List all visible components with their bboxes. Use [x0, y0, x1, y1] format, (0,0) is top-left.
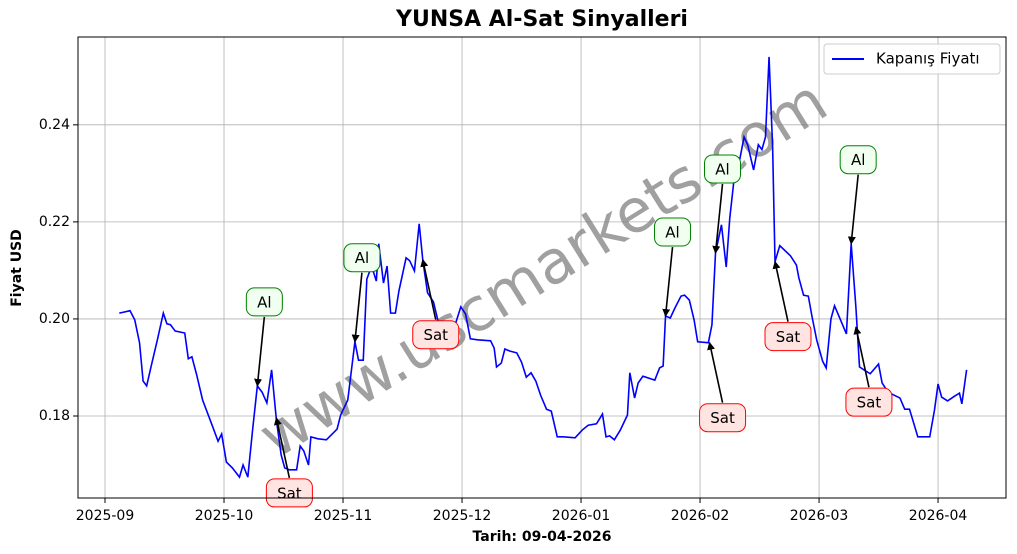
signal-box [699, 403, 747, 433]
y-axis-label: Fiyat USD [9, 229, 25, 307]
signal-label: Sat [857, 394, 882, 412]
signal-label: Al [851, 151, 865, 169]
signal-box [845, 387, 893, 417]
x-tick-label: 2026-03 [790, 508, 849, 524]
x-tick-label: 2025-10 [195, 508, 254, 524]
signal-arrow [273, 416, 291, 479]
signal-label: Al [665, 224, 679, 242]
signal-box [839, 145, 877, 175]
x-tick-label: 2026-01 [552, 508, 611, 524]
signal-label: Sat [710, 409, 735, 427]
signal-box [764, 322, 812, 352]
x-tick-label: 2025-12 [433, 508, 492, 524]
watermark: www.uscmarkets.com [247, 66, 839, 472]
signal-arrow [712, 183, 724, 254]
x-tick-label: 2025-09 [76, 508, 135, 524]
signal-box [704, 154, 742, 184]
signal-arrow [853, 326, 870, 388]
signal-label: Sat [776, 328, 801, 346]
signal-arrow [707, 341, 724, 403]
signal-label: Sat [423, 326, 448, 344]
y-tick-label: 0.18 [39, 408, 70, 424]
legend: Kapanış Fiyatı [823, 43, 1001, 75]
signal-label: Al [715, 160, 729, 178]
signal-box [245, 287, 283, 317]
signal-arrow [351, 272, 363, 343]
signal-arrow [254, 316, 266, 387]
signal-arrow [847, 174, 859, 245]
signal-box [412, 320, 460, 350]
y-tick-label: 0.20 [39, 311, 70, 327]
plot-frame [77, 36, 1007, 499]
legend-label: Kapanış Fiyatı [876, 50, 980, 68]
x-tick-label: 2025-11 [314, 508, 373, 524]
legend-box [823, 43, 1001, 75]
signal-label: Sat [277, 484, 302, 502]
signal-label: Al [257, 293, 271, 311]
signal-arrow [662, 246, 674, 318]
signal-box [343, 243, 381, 273]
chart-title: YUNSA Al-Sat Sinyalleri [395, 7, 688, 32]
y-tick-label: 0.22 [39, 214, 70, 230]
signal-arrow [420, 258, 437, 320]
x-tick-label: 2026-02 [671, 508, 730, 524]
price-line [119, 56, 968, 479]
x-tick-label: 2026-04 [909, 508, 968, 524]
signal-label: Al [355, 249, 369, 267]
y-tick-label: 0.24 [39, 117, 70, 133]
x-axis-label: Tarih: 09-04-2026 [473, 529, 612, 545]
signal-box [265, 478, 313, 508]
signal-box [654, 217, 692, 247]
signal-arrow [772, 260, 789, 322]
